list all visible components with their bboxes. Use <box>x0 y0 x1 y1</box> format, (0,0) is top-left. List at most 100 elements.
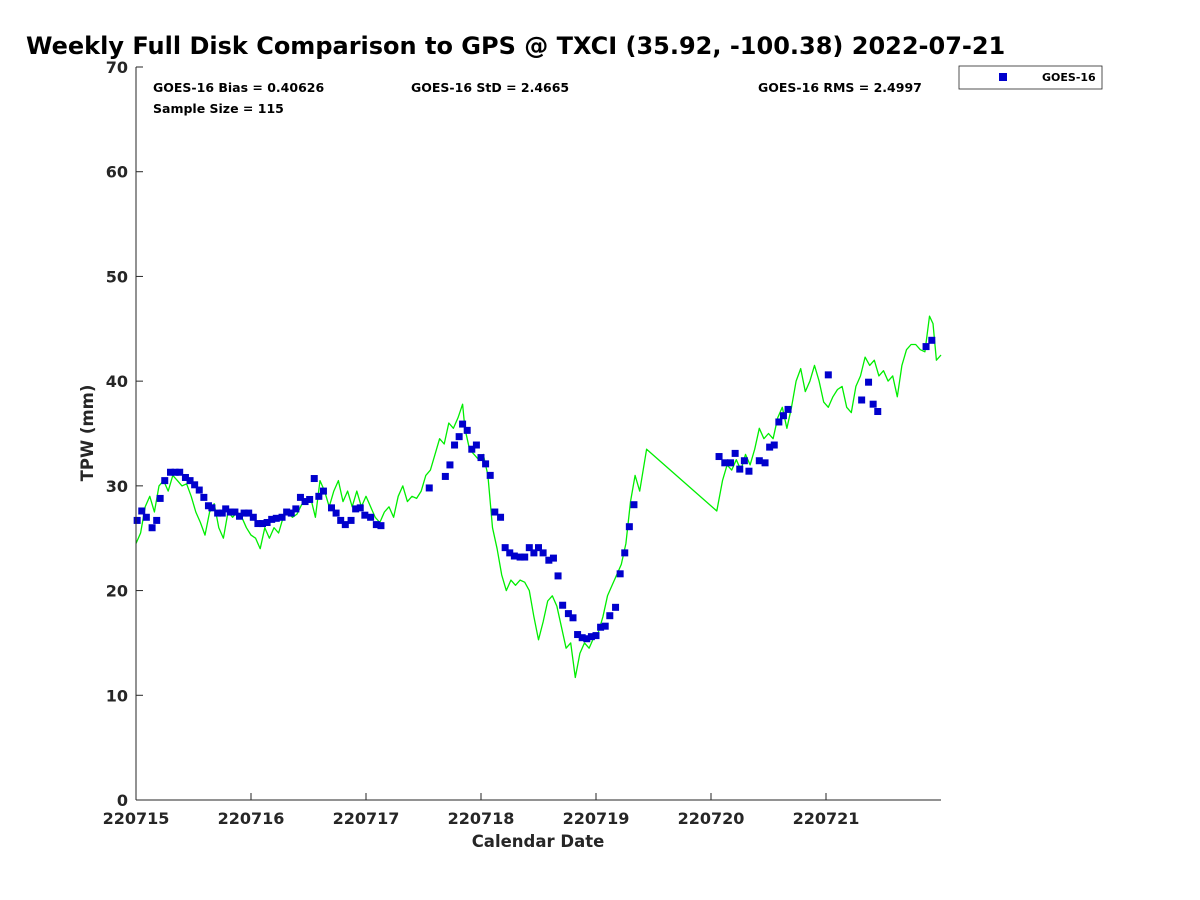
goes16-point <box>425 484 433 492</box>
goes16-point <box>337 516 345 524</box>
sample-size-stat: Sample Size = 115 <box>153 101 284 116</box>
y-tick-label: 20 <box>106 582 128 601</box>
goes16-point <box>361 511 369 519</box>
goes16-point <box>222 505 230 513</box>
goes16-point <box>341 521 349 529</box>
goes16-point <box>153 516 161 524</box>
goes16-point <box>601 622 609 630</box>
goes16-point <box>583 635 591 643</box>
goes16-point <box>254 520 262 528</box>
goes16-point <box>226 508 234 516</box>
legend-entry-goes16: GOES-16 <box>1042 71 1096 84</box>
goes16-point <box>770 441 778 449</box>
goes16-point <box>186 477 194 485</box>
goes16-point <box>928 336 936 344</box>
y-axis-label: TPW (mm) <box>78 385 97 482</box>
goes16-point <box>310 475 318 483</box>
goes16-point <box>612 603 620 611</box>
x-tick-label: 220716 <box>218 809 285 828</box>
goes16-point <box>858 396 866 404</box>
plot-area: 0 10 20 30 40 50 60 70 220715 220716 220717 220718… <box>103 58 942 828</box>
goes16-point <box>491 508 499 516</box>
goes16-point <box>535 544 542 552</box>
y-axis-ticks: 0 10 20 30 40 50 60 70 <box>106 58 143 810</box>
std-stat: GOES-16 StD = 2.4665 <box>411 80 569 95</box>
plot-background <box>136 67 941 800</box>
goes16-point <box>731 449 739 457</box>
goes16-point <box>356 504 364 512</box>
y-tick-label: 0 <box>117 791 128 810</box>
goes16-point <box>455 433 463 441</box>
goes16-point <box>133 516 141 524</box>
goes16-point <box>181 473 189 481</box>
x-axis-ticks: 220715 220716 220717 220718 220719 220720 2207… <box>103 793 859 828</box>
goes16-point <box>459 420 467 428</box>
goes16-point <box>539 549 547 557</box>
goes16-point <box>468 445 476 453</box>
goes16-point <box>208 504 216 512</box>
goes16-point <box>441 472 449 480</box>
goes16-point <box>559 601 567 609</box>
goes16-point <box>578 634 586 642</box>
goes16-point <box>736 465 744 473</box>
legend-marker-goes16 <box>999 73 1007 81</box>
goes16-point <box>501 544 509 552</box>
goes16-point <box>587 633 595 641</box>
goes16-point <box>156 494 164 502</box>
goes16-point <box>824 371 832 379</box>
goes16-point <box>259 520 266 528</box>
y-tick-label: 70 <box>106 58 128 77</box>
legend: GOES-16 <box>958 65 1103 90</box>
goes16-point <box>296 493 304 501</box>
y-tick-label: 30 <box>106 477 128 496</box>
goes16-point <box>148 524 156 532</box>
goes16-point <box>922 343 930 351</box>
goes16-point <box>625 523 633 531</box>
goes16-point <box>727 459 735 467</box>
goes16-point <box>497 513 505 521</box>
goes16-point <box>195 486 203 494</box>
goes16-point <box>745 467 753 475</box>
goes16-point <box>319 487 327 495</box>
goes16-point <box>525 544 533 552</box>
goes16-point <box>521 553 529 561</box>
goes16-point <box>347 516 355 524</box>
gps-series <box>135 315 942 679</box>
goes16-point <box>865 378 873 386</box>
goes16-point <box>506 549 514 557</box>
goes16-point <box>482 460 490 468</box>
goes16-point <box>446 461 454 469</box>
x-tick-label: 220718 <box>448 809 515 828</box>
goes16-point <box>138 507 146 515</box>
goes16-series <box>133 336 936 643</box>
goes16-point <box>721 459 729 467</box>
y-tick-label: 50 <box>106 267 128 286</box>
x-tick-label: 220720 <box>678 809 745 828</box>
goes16-point <box>236 512 243 520</box>
goes16-point <box>740 457 748 465</box>
goes16-point <box>510 552 518 560</box>
goes16-point <box>301 498 309 506</box>
x-tick-label: 220715 <box>103 809 170 828</box>
y-tick-label: 60 <box>106 163 128 182</box>
legend-box <box>958 65 1103 90</box>
chart-title: Weekly Full Disk Comparison to GPS @ TXC… <box>26 32 1005 60</box>
goes16-point <box>352 505 360 513</box>
goes16-point <box>171 468 179 476</box>
goes16-point <box>283 508 291 516</box>
goes16-point <box>784 405 792 413</box>
goes16-point <box>218 509 226 517</box>
goes16-point <box>306 495 314 503</box>
goes16-point <box>477 454 485 462</box>
goes16-point <box>630 501 638 509</box>
goes16-point <box>191 481 199 489</box>
bias-stat: GOES-16 Bias = 0.40626 <box>153 80 324 95</box>
goes16-point <box>240 509 248 517</box>
goes16-point <box>530 549 538 557</box>
goes16-point <box>367 513 375 521</box>
goes16-point <box>292 505 300 513</box>
y-tick-label: 10 <box>106 686 128 705</box>
x-tick-label: 220717 <box>333 809 400 828</box>
goes16-point <box>715 453 723 461</box>
